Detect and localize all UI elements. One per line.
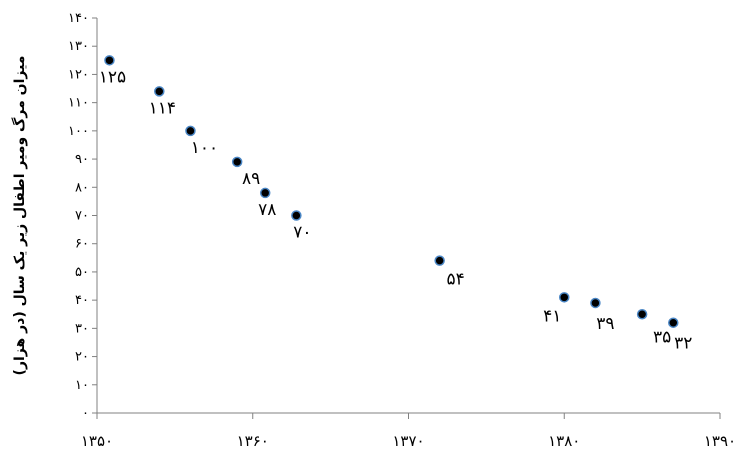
y-ticks: ۰ ۱۰ ۲۰ ۳۰ ۴۰ ۵۰ ۶۰ ۷۰ ۸۰ ۹۰ ۱۰۰ ۱۱۰ ۱۲۰ ۱۳۰ ۱۴۰ — [68, 11, 97, 421]
y-tick-label: ۹۰ — [75, 152, 89, 167]
y-tick-label: ۷۰ — [75, 209, 89, 224]
data-label: ۳۲ — [674, 334, 692, 354]
data-point — [259, 187, 271, 199]
y-tick-label: ۱۱۰ — [68, 96, 89, 111]
data-point — [185, 125, 196, 137]
data-point — [636, 309, 648, 320]
y-tick-label: ۵۰ — [75, 265, 89, 280]
x-ticks: ۱۳۵۰ ۱۳۶۰ ۱۳۷۰ ۱۳۸۰ ۱۳۹۰ — [81, 413, 736, 450]
y-tick-label: ۸۰ — [75, 180, 89, 195]
data-point — [434, 255, 445, 266]
data-label: ۵۴ — [447, 270, 465, 290]
data-point — [559, 292, 570, 303]
x-tick-label: ۱۳۹۰ — [704, 432, 736, 450]
data-point — [104, 55, 115, 66]
data-label: ۱۲۵ — [99, 67, 126, 87]
y-tick-label: ۱۰ — [75, 378, 89, 393]
data-labels: ۱۲۵ ۱۱۴ ۱۰۰ ۸۹ ۷۸ ۷۰ ۵۴ ۴۱ ۳۹ ۳۵ ۳۲ — [99, 67, 693, 353]
data-point — [668, 317, 679, 328]
x-tick-label: ۱۳۸۰ — [548, 432, 580, 450]
y-tick-label: ۱۰۰ — [68, 124, 89, 139]
x-tick-label: ۱۳۷۰ — [392, 432, 424, 450]
y-tick-label: ۰ — [82, 406, 89, 421]
data-label: ۳۹ — [596, 314, 614, 334]
data-point — [590, 297, 601, 309]
data-label: ۴۱ — [543, 306, 561, 326]
data-label: ۸۹ — [242, 169, 260, 189]
y-tick-label: ۱۲۰ — [68, 67, 89, 82]
data-points — [104, 55, 679, 328]
x-tick-label: ۱۳۶۰ — [237, 432, 269, 450]
y-tick-label: ۱۴۰ — [68, 11, 89, 26]
data-label: ۱۰۰ — [191, 138, 218, 158]
y-axis-label: میزان مرگ ومیر اطفال زیر یک سال (در هزار… — [11, 56, 28, 376]
data-label: ۷۸ — [258, 200, 276, 220]
y-tick-label: ۳۰ — [75, 321, 89, 336]
y-tick-label: ۶۰ — [75, 237, 89, 252]
data-label: ۳۵ — [653, 327, 671, 347]
data-label: ۷۰ — [293, 223, 311, 243]
y-tick-label: ۲۰ — [75, 350, 89, 365]
y-tick-label: ۱۳۰ — [68, 39, 89, 54]
data-label: ۱۱۴ — [149, 98, 176, 118]
x-tick-label: ۱۳۵۰ — [81, 432, 113, 450]
data-point — [291, 210, 302, 221]
data-point — [231, 156, 243, 168]
y-tick-label: ۴۰ — [75, 293, 89, 308]
data-point — [154, 86, 165, 97]
